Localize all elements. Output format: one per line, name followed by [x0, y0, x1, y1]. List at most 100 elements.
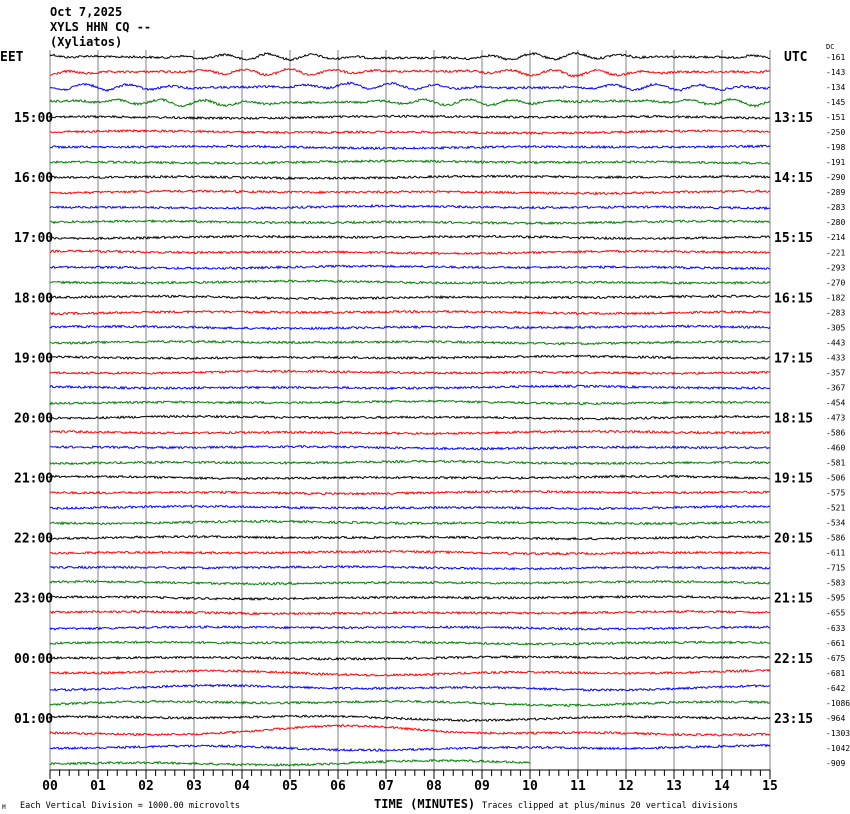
trace-line [49, 654, 770, 662]
x-tick-label: 13 [666, 779, 682, 794]
x-tick-label: 02 [138, 779, 154, 794]
trace-line [49, 67, 771, 78]
trace-line [49, 369, 771, 376]
x-tick-label: 00 [42, 779, 58, 794]
trace-line [50, 249, 771, 256]
dc-offset-label: -661 [826, 639, 845, 648]
dc-header: DC [826, 43, 834, 51]
trace-line [49, 128, 771, 136]
dc-offset-label: -681 [826, 669, 845, 678]
dc-offset-label: -250 [826, 128, 845, 137]
trace-line [49, 429, 771, 436]
dc-offset-label: -655 [826, 609, 845, 618]
right-timezone-label: UTC [784, 50, 807, 65]
dc-offset-label: -214 [826, 233, 845, 242]
trace-line [49, 489, 771, 496]
x-tick-label: 07 [378, 779, 394, 794]
dc-offset-label: -575 [826, 489, 845, 498]
trace-line [49, 699, 771, 708]
right-hour-label: 15:15 [774, 231, 813, 246]
right-hour-label: 18:15 [774, 411, 813, 426]
minute-gridlines [49, 50, 771, 770]
plot-date: Oct 7,2025 [50, 5, 123, 19]
trace-line [49, 519, 771, 526]
dc-offset-label: -595 [826, 594, 845, 603]
trace-line [49, 159, 771, 165]
trace-line [49, 459, 771, 466]
trace-line [50, 234, 771, 241]
trace-line [49, 534, 771, 541]
dc-offset-label: -586 [826, 429, 845, 438]
left-timezone-label: EET [0, 50, 24, 65]
trace-line [49, 384, 771, 391]
trace-line [50, 743, 771, 752]
x-tick-label: 05 [282, 779, 298, 794]
dc-offset-label: -289 [826, 188, 845, 197]
left-hour-label: 19:00 [14, 351, 53, 366]
left-hour-label: 17:00 [14, 231, 53, 246]
left-hour-label: 15:00 [14, 111, 53, 126]
x-tick-label: 09 [474, 779, 490, 794]
clip-note: Traces clipped at plus/minus 20 vertical… [482, 801, 738, 811]
trace-line [49, 399, 771, 406]
dc-offset-label: -909 [826, 759, 845, 768]
time-axis: 00 01 02 03 04 05 06 07 08 09 10 11 12 13 14 15 [42, 769, 778, 794]
trace-line [49, 668, 771, 677]
trace-line [49, 339, 771, 346]
right-hour-label: 16:15 [774, 291, 813, 306]
scale-note: Each Vertical Division = 1000.00 microvo… [20, 801, 240, 811]
right-hour-label: 22:15 [774, 652, 813, 667]
trace-line [49, 594, 771, 601]
left-hour-label: 16:00 [14, 171, 53, 186]
trace-line [49, 579, 771, 586]
dc-offset-label: -191 [826, 158, 845, 167]
trace-line [49, 97, 771, 108]
dc-offset-label: -534 [826, 519, 845, 528]
trace-line [49, 625, 771, 631]
trace-line [50, 218, 771, 226]
dc-offset-label: -145 [826, 98, 845, 107]
corner-mark: M [2, 804, 6, 811]
trace-line [49, 81, 771, 92]
left-hour-label: 01:00 [14, 712, 53, 727]
x-tick-label: 06 [330, 779, 346, 794]
seismic-traces [49, 51, 771, 767]
x-tick-label: 11 [570, 779, 586, 794]
trace-line [49, 294, 771, 301]
trace-line [49, 549, 771, 556]
right-hour-label: 20:15 [774, 532, 813, 547]
dc-offset-label: -675 [826, 654, 845, 663]
x-tick-label: 12 [618, 779, 634, 794]
right-hour-label: 14:15 [774, 171, 813, 186]
dc-offset-label: -221 [826, 248, 845, 257]
x-tick-label: 15 [762, 779, 778, 794]
trace-line [49, 354, 771, 361]
x-tick-label: 04 [234, 779, 250, 794]
dc-offset-label: -581 [826, 459, 845, 468]
left-hour-label: 21:00 [14, 472, 53, 487]
trace-line [49, 309, 771, 316]
trace-line [49, 174, 771, 181]
dc-offset-label: -506 [826, 474, 845, 483]
dc-offset-label: -198 [826, 143, 845, 152]
dc-offset-label: -143 [826, 68, 845, 77]
dc-offset-label: -586 [826, 534, 845, 543]
trace-line [49, 724, 771, 737]
dc-offset-label: -454 [826, 398, 845, 407]
dc-offset-label: -443 [826, 338, 845, 347]
dc-offset-label: -473 [826, 413, 845, 422]
right-hour-label: 13:15 [774, 111, 813, 126]
dc-offset-label: -715 [826, 564, 845, 573]
x-tick-label: 10 [522, 779, 538, 794]
station-location: (Xyliatos) [50, 35, 123, 49]
trace-line [49, 609, 771, 616]
left-hour-label: 20:00 [14, 411, 53, 426]
trace-line [49, 758, 531, 767]
left-hour-label: 18:00 [14, 291, 53, 306]
dc-offset-label: -305 [826, 323, 845, 332]
trace-line [49, 324, 771, 331]
left-hour-label: 22:00 [14, 532, 53, 547]
right-hour-label: 19:15 [774, 472, 813, 487]
dc-offset-label: -460 [826, 444, 845, 453]
